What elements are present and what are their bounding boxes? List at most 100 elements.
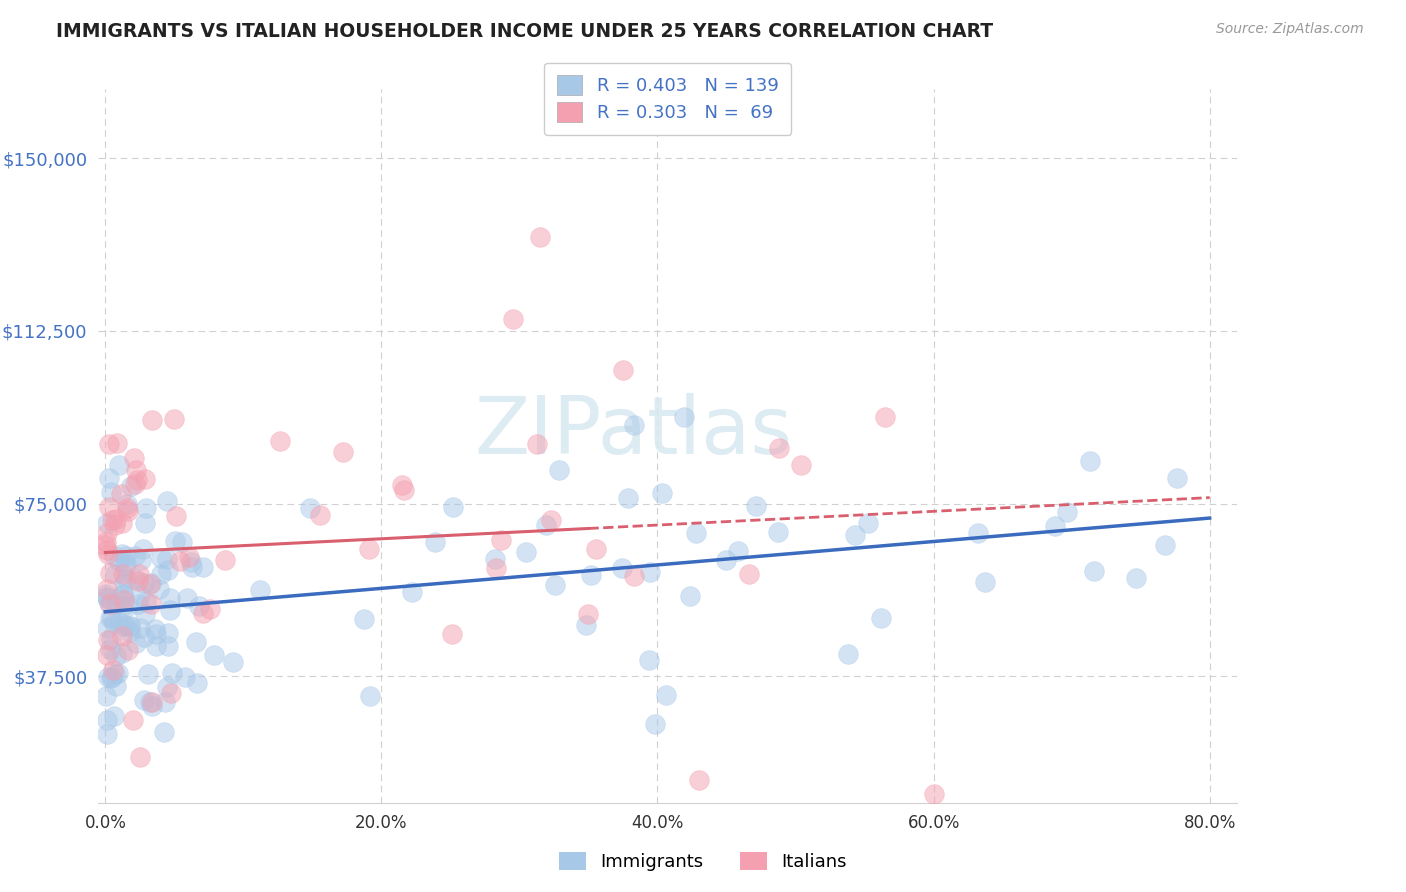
Point bbox=[575, 618, 598, 632]
Point bbox=[139, 597, 162, 611]
Point bbox=[145, 639, 167, 653]
Point bbox=[655, 688, 678, 702]
Point bbox=[186, 635, 208, 649]
Point bbox=[844, 528, 866, 542]
Point bbox=[544, 577, 567, 591]
Point bbox=[96, 582, 118, 596]
Point bbox=[612, 363, 634, 377]
Point bbox=[873, 409, 896, 424]
Point bbox=[101, 670, 124, 684]
Point bbox=[299, 501, 322, 516]
Point bbox=[117, 504, 139, 518]
Point bbox=[727, 543, 749, 558]
Point bbox=[120, 479, 142, 493]
Point bbox=[679, 589, 702, 603]
Point bbox=[1125, 571, 1147, 585]
Point bbox=[153, 695, 176, 709]
Point bbox=[651, 485, 673, 500]
Point bbox=[122, 713, 145, 727]
Point bbox=[134, 576, 156, 591]
Point bbox=[104, 598, 127, 612]
Point bbox=[129, 588, 152, 602]
Point bbox=[157, 563, 180, 577]
Point bbox=[100, 641, 122, 656]
Point bbox=[156, 494, 179, 508]
Point bbox=[148, 582, 170, 596]
Point bbox=[515, 545, 537, 559]
Legend: Immigrants, Italians: Immigrants, Italians bbox=[553, 845, 853, 879]
Point bbox=[112, 619, 135, 633]
Point bbox=[128, 566, 150, 581]
Point bbox=[174, 670, 197, 684]
Point bbox=[100, 485, 122, 500]
Point bbox=[103, 549, 125, 564]
Point bbox=[156, 680, 179, 694]
Point bbox=[484, 552, 506, 566]
Point bbox=[111, 587, 134, 601]
Point bbox=[156, 551, 179, 566]
Point bbox=[111, 646, 134, 660]
Point bbox=[221, 655, 243, 669]
Point bbox=[165, 533, 187, 548]
Point bbox=[96, 591, 118, 605]
Point bbox=[97, 547, 120, 561]
Point bbox=[100, 671, 122, 685]
Point bbox=[623, 418, 645, 433]
Point bbox=[94, 587, 117, 601]
Point bbox=[98, 566, 121, 580]
Point bbox=[104, 566, 127, 581]
Point bbox=[97, 500, 120, 515]
Point bbox=[125, 636, 148, 650]
Point bbox=[101, 611, 124, 625]
Point bbox=[856, 516, 879, 530]
Point bbox=[1154, 538, 1177, 552]
Point bbox=[202, 648, 225, 662]
Point bbox=[134, 472, 156, 486]
Point bbox=[98, 597, 121, 611]
Point bbox=[118, 625, 141, 640]
Point bbox=[579, 568, 602, 582]
Point bbox=[98, 436, 121, 450]
Point bbox=[117, 599, 139, 614]
Point bbox=[96, 525, 118, 540]
Point bbox=[610, 561, 633, 575]
Point bbox=[394, 483, 416, 498]
Point bbox=[114, 549, 136, 563]
Point bbox=[150, 551, 173, 566]
Point bbox=[131, 553, 153, 567]
Point bbox=[115, 572, 138, 586]
Point bbox=[688, 772, 710, 787]
Point bbox=[114, 559, 136, 574]
Point bbox=[401, 584, 423, 599]
Point bbox=[112, 592, 135, 607]
Point bbox=[96, 590, 118, 604]
Point bbox=[127, 597, 149, 611]
Point bbox=[97, 670, 120, 684]
Point bbox=[309, 508, 332, 523]
Point bbox=[536, 518, 558, 533]
Point bbox=[159, 603, 181, 617]
Point bbox=[623, 569, 645, 583]
Point bbox=[489, 533, 512, 547]
Point bbox=[357, 542, 380, 557]
Point bbox=[529, 229, 551, 244]
Point bbox=[128, 749, 150, 764]
Point bbox=[637, 653, 659, 667]
Point bbox=[1056, 505, 1078, 519]
Point bbox=[139, 695, 162, 709]
Point bbox=[617, 491, 640, 505]
Point bbox=[111, 567, 134, 582]
Point bbox=[96, 516, 118, 530]
Point bbox=[766, 524, 789, 539]
Point bbox=[502, 312, 524, 326]
Point bbox=[440, 626, 463, 640]
Point bbox=[160, 686, 183, 700]
Point bbox=[180, 560, 202, 574]
Point bbox=[104, 648, 127, 663]
Point bbox=[540, 513, 562, 527]
Point bbox=[96, 726, 118, 740]
Point bbox=[94, 535, 117, 549]
Point bbox=[526, 436, 548, 450]
Point bbox=[640, 565, 662, 579]
Point bbox=[157, 626, 180, 640]
